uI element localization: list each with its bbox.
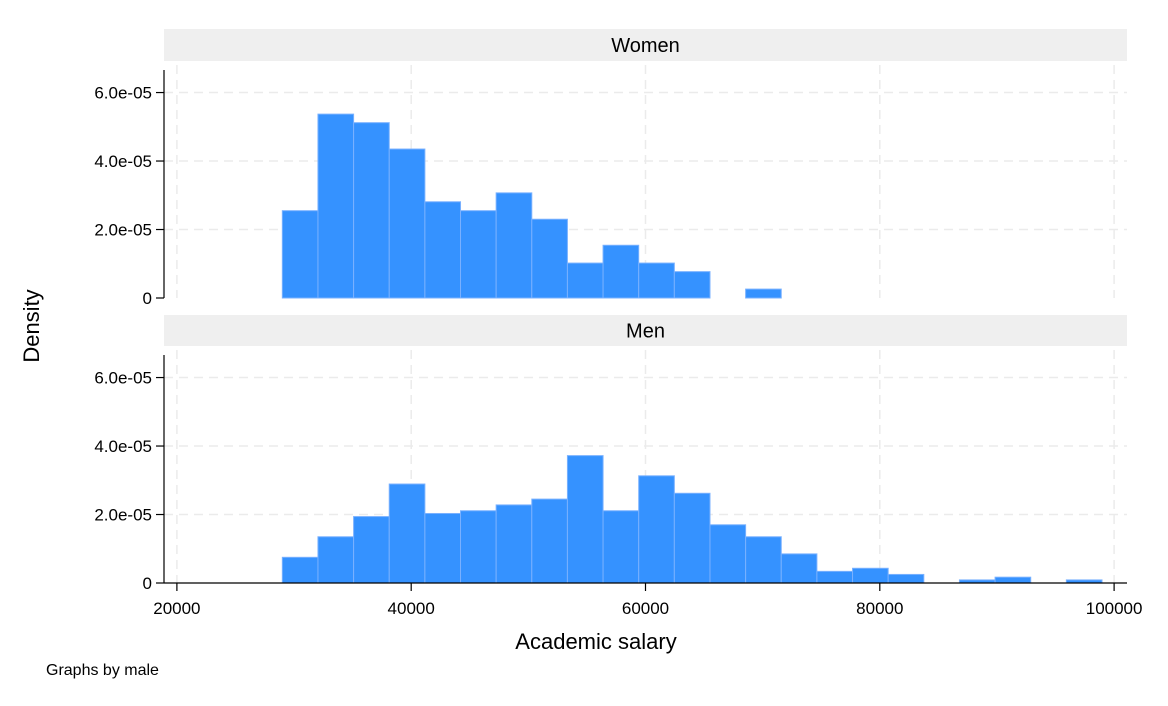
panel-header <box>164 29 1127 61</box>
y-axis-title: Density <box>19 289 44 362</box>
histogram-bar <box>566 455 604 584</box>
histogram-bar <box>673 492 711 584</box>
histogram-bar <box>317 536 355 584</box>
histogram-bar <box>424 512 462 584</box>
y-tick-label: 6.0e-05 <box>94 369 152 388</box>
y-tick-label: 2.0e-05 <box>94 221 152 240</box>
panel-women: Women 0 2.0e-05 4.0e-05 6.0e-05 <box>94 29 1127 308</box>
histogram-bar <box>745 288 782 299</box>
x-tick-label: 60000 <box>622 599 669 618</box>
histogram-bar <box>281 556 319 584</box>
histogram-bar <box>424 201 462 299</box>
histogram-bar <box>353 122 390 299</box>
y-tick-label: 4.0e-05 <box>94 437 152 456</box>
histogram-bar <box>495 192 533 299</box>
y-tick-label: 6.0e-05 <box>94 84 152 103</box>
y-tick-label: 0 <box>143 289 152 308</box>
histogram-bar <box>638 262 675 299</box>
histogram-bar <box>495 504 533 584</box>
histogram-bar <box>673 271 711 299</box>
histogram-bar <box>887 573 925 584</box>
x-tick-label: 80000 <box>856 599 903 618</box>
histogram-bar <box>816 570 854 584</box>
histogram-bar <box>566 262 604 299</box>
histogram-bar <box>994 576 1032 584</box>
histogram-bar <box>281 210 319 299</box>
x-tick-label: 100000 <box>1086 599 1143 618</box>
histogram-bar <box>460 510 497 584</box>
x-axis-title: Academic salary <box>515 629 676 654</box>
histogram-bar <box>531 218 568 299</box>
y-tick-label: 0 <box>143 574 152 593</box>
histogram-bar <box>531 498 568 584</box>
panel-header <box>164 315 1127 346</box>
histogram-bar <box>709 524 747 584</box>
panel-title: Men <box>626 321 665 343</box>
y-tick-label: 2.0e-05 <box>94 506 152 525</box>
histogram-bar <box>353 516 390 584</box>
histogram-bar <box>780 553 818 584</box>
panel-title: Women <box>611 35 680 57</box>
histogram-bar <box>745 536 782 584</box>
histogram-bar <box>460 210 497 299</box>
histogram-bar <box>852 567 889 584</box>
y-tick-label: 4.0e-05 <box>94 152 152 171</box>
panels-layer: Women 0 2.0e-05 4.0e-05 6.0e-05 Men 0 2.0e-05 4.… <box>94 29 1142 618</box>
histogram-bar <box>638 475 675 584</box>
panel-men: Men 0 2.0e-05 4.0e-05 6.0e-05 20000 40000 60000… <box>94 315 1142 618</box>
histogram-bar <box>388 483 426 584</box>
histogram-bar <box>602 244 640 299</box>
graphs-by-note: Graphs by male <box>46 662 159 679</box>
histogram-bar <box>317 113 355 299</box>
x-tick-label: 40000 <box>388 599 435 618</box>
histogram-bar <box>388 148 426 299</box>
x-tick-label: 20000 <box>153 599 200 618</box>
histogram-bar <box>602 510 640 584</box>
